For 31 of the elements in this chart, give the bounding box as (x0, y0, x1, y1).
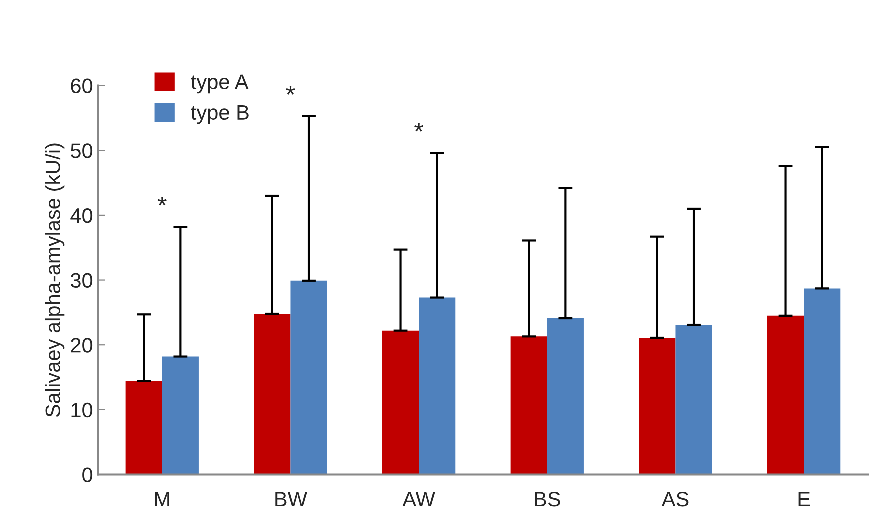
annotation: * (286, 86, 296, 95)
y-tick-label: 30 (70, 273, 93, 288)
y-tick-label: 40 (70, 208, 93, 224)
annotation: * (158, 196, 167, 206)
x-tick-label: AW (402, 492, 436, 507)
bar (419, 298, 456, 475)
bar (290, 280, 328, 475)
bar (547, 318, 584, 475)
y-tick-label: 60 (71, 78, 93, 94)
bar (162, 356, 199, 475)
y-tick-label: 50 (71, 144, 93, 158)
x-tick-label: E (798, 492, 810, 507)
bar (382, 330, 420, 475)
annotation: * (414, 123, 424, 132)
y-tick-label: 0 (82, 468, 93, 483)
bar (804, 288, 841, 475)
y-tick-label: 10 (72, 402, 93, 418)
bar (767, 316, 804, 475)
x-tick-label: AS (662, 492, 689, 507)
bar (254, 314, 291, 475)
x-tick-label: M (155, 492, 170, 507)
x-tick-label: BS (535, 492, 560, 507)
bar (510, 336, 548, 475)
y-axis-title: Salivaey alpha-amylase (kU/i) (45, 144, 65, 418)
y-tick-label: 20 (71, 338, 93, 353)
legend-label: type A (191, 74, 249, 94)
bar (639, 338, 676, 475)
x-tick-label: BW (276, 492, 308, 507)
bar (676, 325, 712, 475)
bar (126, 381, 162, 475)
legend-label: type B (191, 106, 249, 124)
